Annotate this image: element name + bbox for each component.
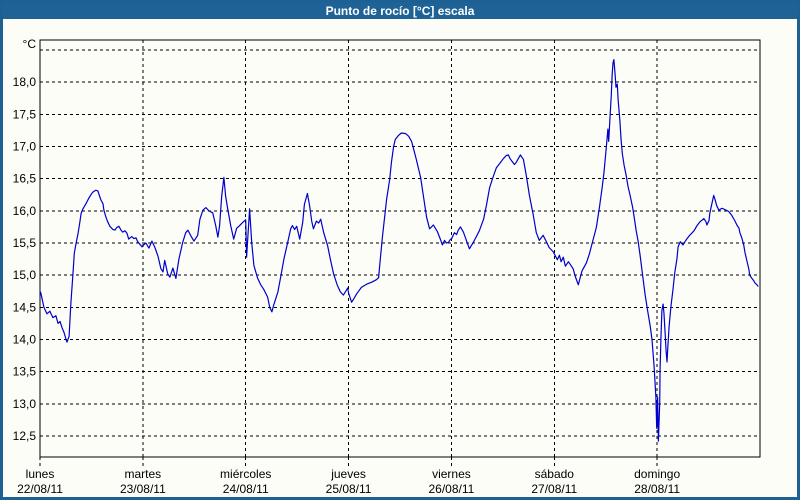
y-tick-label: 15,5: [13, 236, 37, 250]
x-date-label: 23/08/11: [120, 482, 166, 496]
y-tick-label: 15,0: [13, 268, 37, 282]
y-tick-label: 18,0: [13, 75, 37, 89]
x-weekday-label: domingo: [634, 467, 680, 481]
y-tick-label: 14,0: [13, 332, 37, 346]
title-bar: Punto de rocío [°C] escala: [3, 3, 797, 19]
axis-labels: °C 18,0 17,5 17,0 16,5 16,0 15,5 15,0 14,5 14,0 13…: [13, 37, 681, 496]
y-tick-label: 17,5: [13, 107, 37, 121]
y-tick-label: 16,5: [13, 172, 37, 186]
y-tick-label: 17,0: [13, 139, 37, 153]
x-date-label: 27/08/11: [531, 482, 577, 496]
x-date-label: 28/08/11: [634, 482, 680, 496]
x-weekday-label: jueves: [330, 467, 366, 481]
y-tick-label: 16,0: [13, 204, 37, 218]
y-tick-label: 13,0: [13, 397, 37, 411]
x-date-label: 26/08/11: [429, 482, 475, 496]
x-date-label: 25/08/11: [326, 482, 372, 496]
plot-border: [39, 39, 761, 458]
x-weekday-label: sábado: [535, 467, 575, 481]
y-tick-label: 14,5: [13, 300, 37, 314]
y-axis-unit: °C: [23, 37, 37, 51]
y-tick-label: 13,5: [13, 365, 37, 379]
x-date-label: 22/08/11: [17, 482, 63, 496]
x-weekday-label: martes: [125, 467, 162, 481]
x-weekday-label: lunes: [26, 467, 55, 481]
x-date-label: 24/08/11: [223, 482, 269, 496]
dewpoint-chart: °C 18,0 17,5 17,0 16,5 16,0 15,5 15,0 14,5 14,0 13…: [13, 37, 761, 496]
x-weekday-label: viernes: [432, 467, 471, 481]
x-weekday-label: miércoles: [220, 467, 271, 481]
y-tick-label: 12,5: [13, 429, 37, 443]
window-title: Punto de rocío [°C] escala: [325, 4, 475, 18]
grid: [39, 40, 760, 466]
series-punto-de-rocio: [39, 58, 759, 442]
